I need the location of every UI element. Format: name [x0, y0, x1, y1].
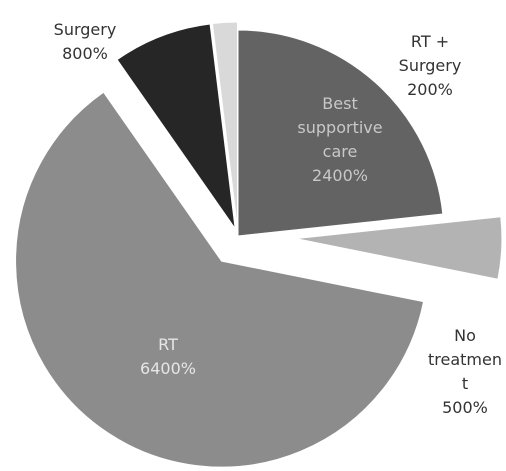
pie-slice	[15, 91, 425, 468]
pie-slice	[116, 23, 236, 229]
category-label: No treatment	[428, 326, 502, 393]
category-label: RT + Surgery	[398, 32, 462, 75]
category-label: RT	[158, 335, 178, 354]
pie-slice	[295, 216, 503, 280]
slice-label: RT + Surgery 200%	[385, 30, 475, 102]
slice-label: Surgery 800%	[40, 18, 130, 66]
slice-label: No treatment 500%	[425, 324, 505, 420]
slice-label: RT 6400%	[123, 333, 213, 381]
category-label: Surgery	[53, 20, 117, 39]
slice-label: Best supportive care 2400%	[295, 92, 385, 188]
pie-slice	[211, 21, 239, 229]
category-label: Best supportive care	[297, 94, 383, 161]
value-label: 200%	[407, 80, 453, 99]
value-label: 2400%	[312, 166, 368, 185]
value-label: 800%	[62, 44, 108, 63]
pie-slice	[237, 29, 444, 237]
value-label: 500%	[442, 398, 488, 417]
value-label: 6400%	[140, 359, 196, 378]
